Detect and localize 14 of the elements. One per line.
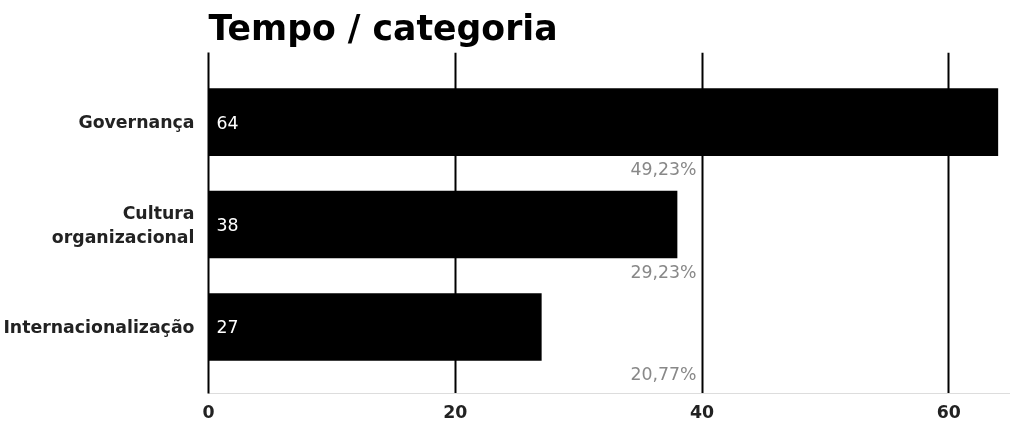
x-tick-label: 40 <box>689 401 715 422</box>
x-tick-label: 20 <box>443 401 468 422</box>
annotation: 20,77% <box>630 364 697 385</box>
data-label: 64 <box>216 112 239 133</box>
data-label: 27 <box>216 317 239 338</box>
x-tick-label: 0 <box>202 401 215 422</box>
x-tick-label: 60 <box>936 401 961 422</box>
annotation: 29,23% <box>630 261 697 282</box>
y-tick-label: Cultura organizacional <box>51 202 195 247</box>
annotation: 49,23% <box>630 159 697 180</box>
chart-title: Tempo / categoria <box>208 7 558 48</box>
y-tick-label: Governança <box>78 112 195 133</box>
y-tick-label: Internacionalização <box>3 316 195 337</box>
data-label: 38 <box>216 215 239 236</box>
